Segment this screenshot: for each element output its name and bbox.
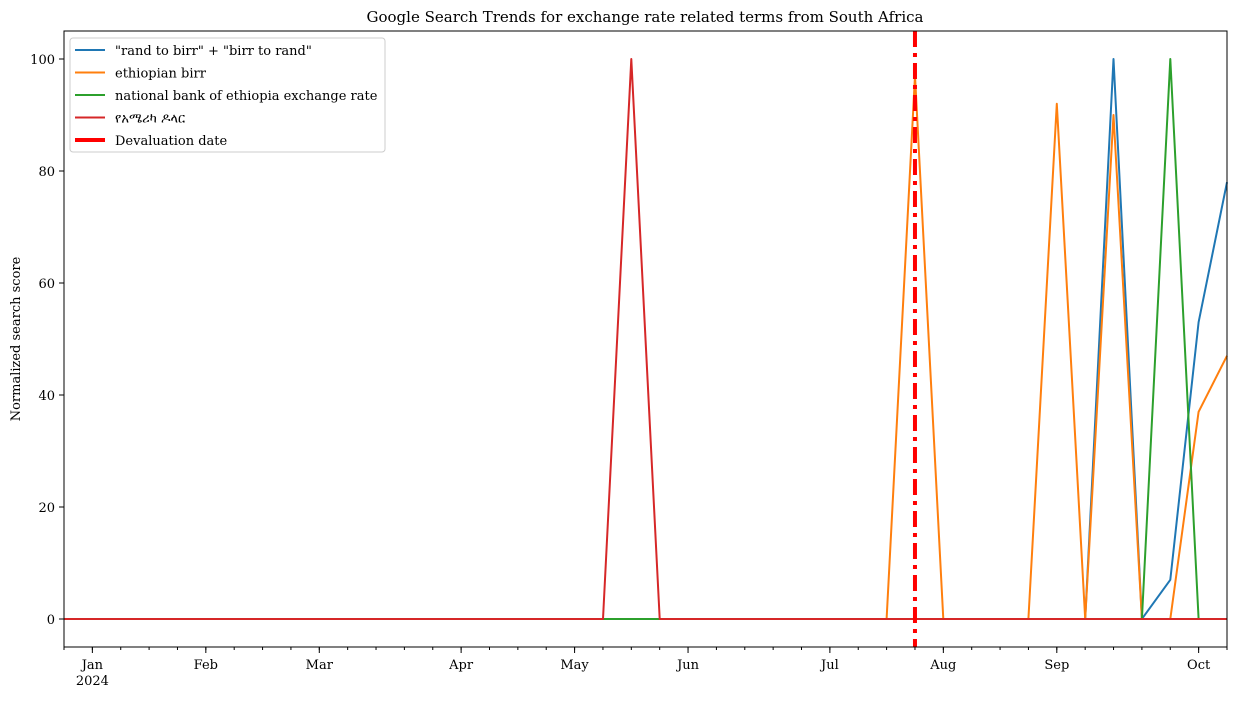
legend-box: [69, 37, 386, 153]
y-tick-label: 0: [47, 613, 55, 628]
y-tick-label: 60: [38, 277, 55, 292]
x-tick-label: Jul: [819, 658, 839, 673]
y-tick-label: 40: [38, 389, 55, 404]
legend-label-3: የአሜሪካ ዶላር: [115, 112, 186, 127]
legend: "rand to birr" + "birr to rand" ethiopian…: [69, 37, 386, 153]
x-tick-label: Feb: [194, 658, 218, 673]
y-tick-label: 20: [38, 501, 55, 516]
plot-frame: [63, 30, 1228, 648]
legend-label-2: national bank of ethiopia exchange rate: [115, 89, 378, 104]
y-axis-label: Normalized search score: [9, 256, 24, 421]
x-tick-label: Aug: [929, 658, 956, 673]
legend-label-1: ethiopian birr: [115, 67, 207, 82]
x-tick-label: May: [560, 658, 589, 673]
x-tick-sublabel: 2024: [76, 674, 109, 689]
y-tick-label: 100: [30, 53, 55, 68]
x-tick-label: Jan: [80, 658, 104, 673]
legend-label-devaluation: Devaluation date: [115, 134, 228, 149]
series-line-3: [64, 58, 1227, 620]
x-tick-label: Sep: [1044, 658, 1069, 673]
x-tick-label: Apr: [448, 658, 474, 673]
x-tick-label: Mar: [306, 658, 334, 673]
x-tick-label: Jun: [675, 658, 700, 673]
x-tick-label: Oct: [1187, 658, 1211, 673]
y-tick-label: 80: [38, 165, 55, 180]
legend-label-0: "rand to birr" + "birr to rand": [115, 44, 312, 59]
chart-title: Google Search Trends for exchange rate r…: [367, 8, 924, 26]
